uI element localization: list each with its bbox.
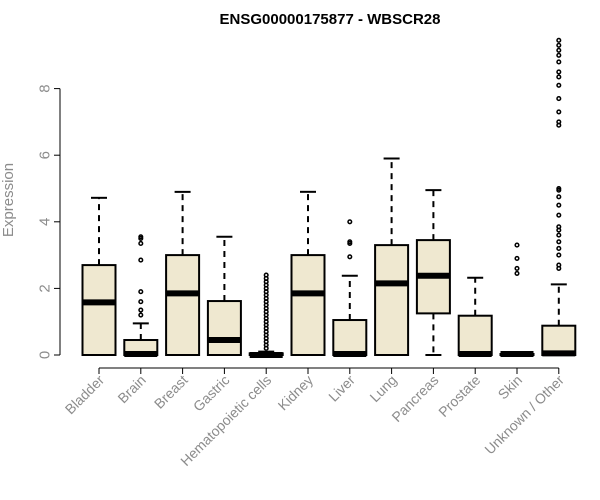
x-tick-label: Liver <box>325 372 358 405</box>
box-group <box>81 196 117 356</box>
y-tick-label: 2 <box>36 284 53 292</box>
outlier-point <box>556 202 562 208</box>
box <box>457 314 493 356</box>
x-tick-label: Prostate <box>435 372 483 420</box>
outlier-point <box>556 245 562 251</box>
outlier-point <box>138 307 144 313</box>
outlier-point <box>556 52 562 58</box>
y-tick-label: 0 <box>36 351 53 359</box>
outlier-point <box>514 242 520 248</box>
outlier-point <box>556 59 562 65</box>
outlier-point <box>263 272 269 278</box>
x-tick-label: Breast <box>151 372 191 412</box>
box-group <box>541 37 577 357</box>
outlier-point <box>138 257 144 263</box>
outlier-point <box>347 254 353 260</box>
x-tick-label: Bladder <box>62 372 108 418</box>
outlier-point <box>138 289 144 295</box>
box-group <box>374 157 410 356</box>
x-tick-label: Kidney <box>275 372 317 414</box>
box-group <box>206 235 242 356</box>
outlier-point <box>556 252 562 258</box>
outlier-point <box>514 255 520 261</box>
outlier-point <box>556 47 562 53</box>
outlier-point <box>556 119 562 125</box>
outlier-point <box>556 262 562 268</box>
box <box>332 319 368 357</box>
x-tick-label: Unknown / Other <box>481 372 567 458</box>
box-group <box>248 272 284 358</box>
boxes-layer <box>81 37 577 358</box>
outlier-point <box>556 37 562 43</box>
y-tick-label: 8 <box>36 84 53 92</box>
y-tick-label: 4 <box>36 218 53 226</box>
box-group <box>499 242 535 358</box>
outlier-point <box>138 240 144 246</box>
box-group <box>165 190 201 357</box>
outlier-point <box>556 109 562 115</box>
outlier-point <box>556 42 562 48</box>
outlier-point <box>556 224 562 230</box>
box <box>81 264 117 356</box>
outlier-point <box>556 96 562 102</box>
x-tick-label: Skin <box>495 372 526 403</box>
outlier-point <box>138 312 144 318</box>
box-group <box>332 219 368 358</box>
box-group <box>123 234 159 358</box>
x-tick-label: Lung <box>366 372 399 405</box>
outlier-point <box>556 74 562 80</box>
outlier-point <box>514 270 520 276</box>
outlier-point <box>556 212 562 218</box>
x-tick-label: Brain <box>114 372 148 406</box>
outlier-point <box>556 69 562 75</box>
y-axis: 0 2 4 6 8 <box>36 84 61 359</box>
y-axis-label: Expression <box>0 163 17 237</box>
outlier-point <box>138 234 144 240</box>
outlier-point <box>514 265 520 271</box>
chart-title: ENSG00000175877 - WBSCR28 <box>220 11 441 28</box>
box-group <box>290 190 326 357</box>
box <box>290 254 326 357</box>
outlier-point <box>556 194 562 200</box>
box <box>374 244 410 356</box>
y-tick-label: 6 <box>36 151 53 159</box>
outlier-point <box>138 299 144 305</box>
outlier-point <box>347 239 353 245</box>
outlier-point <box>556 82 562 88</box>
box-group <box>457 276 493 358</box>
outlier-point <box>556 185 562 192</box>
outlier-point <box>347 219 353 225</box>
box <box>165 254 201 357</box>
outlier-point <box>556 239 562 245</box>
box-group <box>415 189 451 356</box>
outlier-point <box>556 232 562 238</box>
box <box>206 300 242 356</box>
